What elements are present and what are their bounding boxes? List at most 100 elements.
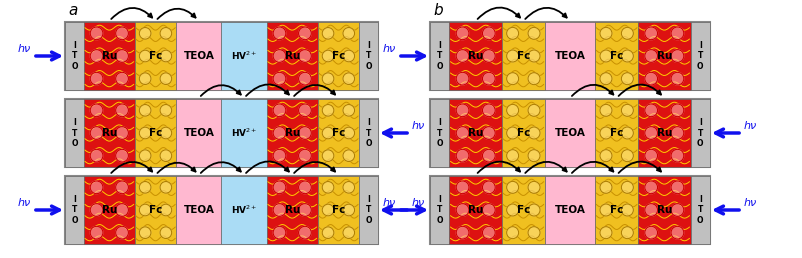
FancyArrowPatch shape: [157, 9, 196, 19]
Circle shape: [456, 72, 468, 85]
Bar: [83, 22, 135, 90]
Bar: [690, 99, 709, 167]
Circle shape: [115, 72, 128, 85]
Text: Ru: Ru: [468, 51, 483, 61]
Circle shape: [342, 182, 354, 193]
Text: TEOA: TEOA: [183, 128, 214, 138]
Text: Ru: Ru: [468, 128, 483, 138]
Circle shape: [528, 150, 539, 162]
Circle shape: [621, 204, 633, 216]
Bar: [690, 22, 709, 90]
Circle shape: [644, 127, 657, 139]
Bar: [135, 22, 176, 90]
Text: Ru: Ru: [284, 51, 299, 61]
Text: TEOA: TEOA: [183, 51, 214, 61]
FancyArrowPatch shape: [571, 162, 613, 173]
Circle shape: [342, 127, 354, 139]
Circle shape: [90, 149, 103, 162]
Bar: [544, 176, 594, 244]
Circle shape: [528, 73, 539, 85]
Text: TEOA: TEOA: [183, 205, 214, 215]
Circle shape: [322, 104, 334, 116]
Circle shape: [482, 226, 495, 239]
Text: Fc: Fc: [148, 51, 162, 61]
Circle shape: [670, 104, 683, 117]
Circle shape: [140, 104, 151, 116]
Circle shape: [322, 150, 334, 162]
Bar: [449, 22, 501, 90]
Circle shape: [482, 149, 495, 162]
Bar: [638, 99, 690, 167]
Bar: [358, 22, 378, 90]
Circle shape: [456, 226, 468, 239]
Circle shape: [140, 204, 151, 216]
Circle shape: [140, 73, 151, 84]
Circle shape: [160, 127, 172, 139]
Text: I
T
O: I T O: [365, 41, 371, 71]
Circle shape: [506, 104, 518, 116]
Circle shape: [644, 149, 657, 162]
Bar: [135, 99, 176, 167]
Text: I
T
O: I T O: [436, 118, 443, 148]
Circle shape: [322, 182, 334, 193]
Circle shape: [342, 104, 354, 116]
Circle shape: [322, 28, 334, 39]
Circle shape: [160, 73, 172, 84]
Circle shape: [90, 104, 103, 117]
Circle shape: [621, 50, 633, 62]
Circle shape: [670, 149, 683, 162]
Circle shape: [140, 150, 151, 162]
Circle shape: [528, 27, 539, 39]
Circle shape: [322, 50, 334, 62]
Circle shape: [506, 181, 518, 193]
Bar: [65, 22, 378, 90]
Circle shape: [160, 50, 172, 62]
Circle shape: [273, 149, 286, 162]
Circle shape: [506, 227, 518, 239]
Circle shape: [528, 127, 539, 139]
Circle shape: [140, 227, 151, 238]
Circle shape: [482, 127, 495, 139]
Text: Ru: Ru: [468, 205, 483, 215]
Circle shape: [273, 104, 286, 117]
Bar: [429, 22, 449, 90]
Circle shape: [322, 73, 334, 84]
Circle shape: [528, 104, 539, 116]
Bar: [65, 99, 83, 167]
Circle shape: [298, 149, 311, 162]
Bar: [594, 99, 638, 167]
Text: I
T
O: I T O: [696, 195, 703, 225]
Circle shape: [342, 227, 354, 238]
Bar: [176, 99, 221, 167]
Circle shape: [528, 204, 539, 216]
Bar: [429, 176, 709, 244]
Circle shape: [528, 181, 539, 193]
Text: Ru: Ru: [284, 128, 299, 138]
Circle shape: [482, 27, 495, 40]
Circle shape: [160, 204, 172, 216]
Circle shape: [621, 227, 633, 239]
Circle shape: [322, 204, 334, 216]
Bar: [358, 176, 378, 244]
Bar: [266, 99, 318, 167]
Circle shape: [599, 73, 611, 85]
Bar: [221, 22, 266, 90]
Circle shape: [599, 104, 611, 116]
Text: I
T
O: I T O: [436, 195, 443, 225]
Circle shape: [273, 204, 286, 216]
Text: I
T
O: I T O: [365, 195, 371, 225]
Text: b: b: [432, 3, 442, 18]
Circle shape: [298, 226, 311, 239]
Circle shape: [482, 50, 495, 62]
Bar: [690, 176, 709, 244]
Circle shape: [115, 127, 128, 139]
Bar: [501, 99, 544, 167]
Circle shape: [621, 27, 633, 39]
Circle shape: [670, 127, 683, 139]
FancyArrowPatch shape: [245, 162, 289, 173]
Bar: [266, 176, 318, 244]
Circle shape: [456, 149, 468, 162]
Circle shape: [322, 127, 334, 139]
Circle shape: [456, 181, 468, 194]
Circle shape: [506, 50, 518, 62]
